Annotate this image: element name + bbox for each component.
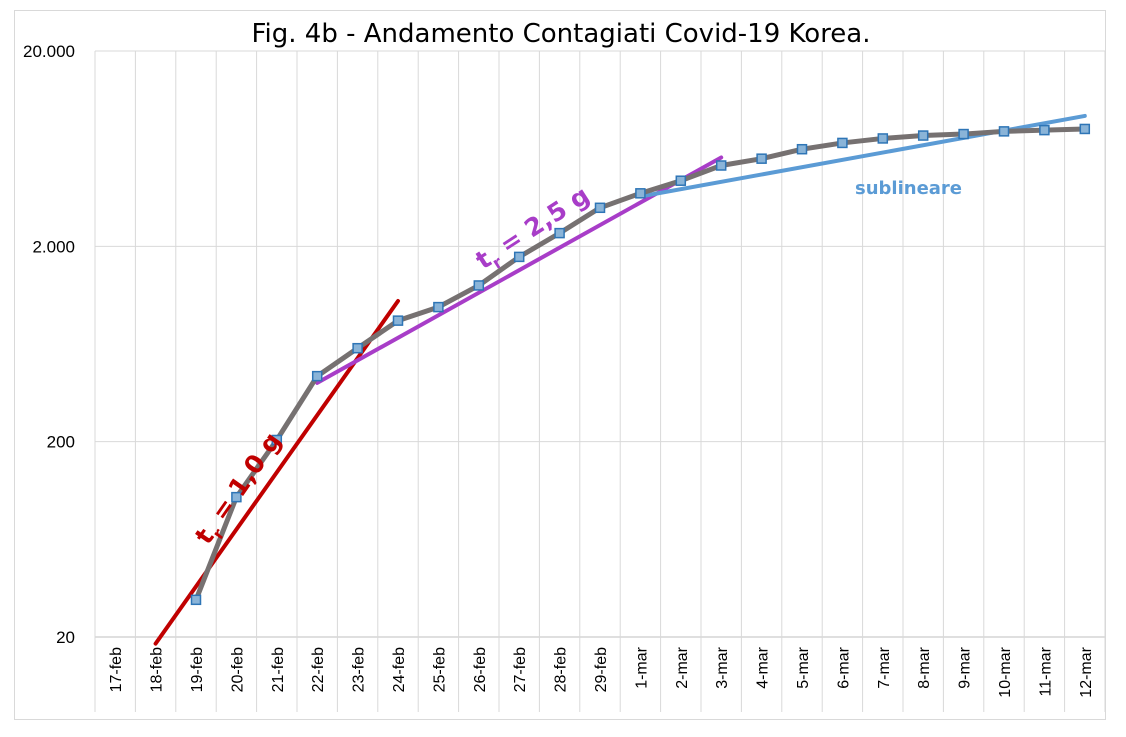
data-point — [796, 143, 808, 155]
x-tick-label: 25-feb — [431, 647, 448, 692]
data-point — [231, 491, 242, 503]
x-tick-label: 20-feb — [229, 647, 246, 692]
data-point — [877, 133, 889, 144]
x-tick-label: 2-mar — [674, 646, 691, 688]
data-point — [1079, 123, 1091, 135]
y-tick-label: 2.000 — [32, 237, 75, 256]
y-tick-label: 200 — [47, 433, 75, 452]
data-point — [917, 130, 929, 141]
data-point — [271, 434, 283, 446]
data-point — [998, 126, 1010, 137]
x-tick-label: 5-mar — [795, 646, 812, 688]
x-tick-label: 12-mar — [1078, 646, 1095, 697]
annotation-blue: sublineare — [855, 178, 962, 199]
x-tick-label: 3-mar — [714, 646, 731, 688]
data-point — [392, 315, 404, 326]
y-tick-label: 20.000 — [23, 42, 75, 61]
x-tick-label: 9-mar — [957, 646, 974, 688]
x-tick-label: 27-feb — [512, 647, 529, 692]
data-point — [473, 280, 485, 291]
x-tick-label: 24-feb — [391, 647, 408, 692]
x-tick-label: 7-mar — [876, 646, 893, 688]
x-tick-label: 6-mar — [835, 646, 852, 688]
data-point — [635, 188, 646, 199]
data-point — [837, 137, 848, 149]
data-point — [594, 202, 606, 214]
x-tick-label: 22-feb — [310, 647, 327, 692]
x-tick-label: 4-mar — [755, 646, 772, 688]
data-point — [311, 370, 323, 382]
data-point — [513, 251, 525, 263]
x-tick-label: 1-mar — [633, 646, 650, 688]
data-point — [675, 175, 687, 186]
axes: 20 200 2.000 20.000 17-feb 18-feb 19-feb 20-feb… — [23, 42, 1095, 698]
x-tick-label: 29-feb — [593, 647, 610, 692]
annotation-purple: tr = 2,5 g — [470, 180, 597, 279]
data-point — [756, 153, 767, 164]
data-point — [1039, 124, 1050, 136]
y-tick-label: 20 — [56, 628, 75, 647]
data-point — [190, 594, 202, 606]
x-tick-label: 17-feb — [108, 647, 125, 692]
grid — [94, 50, 1106, 712]
chart-title: Fig. 4b - Andamento Contagiati Covid-19 … — [251, 19, 870, 49]
x-tick-label: 19-feb — [189, 647, 206, 692]
data-point — [352, 342, 363, 354]
data-point — [958, 128, 969, 140]
x-tick-label: 10-mar — [997, 646, 1014, 697]
x-tick-label: 28-feb — [553, 647, 570, 692]
x-tick-label: 11-mar — [1037, 646, 1054, 696]
series-line — [193, 126, 1085, 601]
x-tick-label: 21-feb — [270, 647, 287, 692]
x-tick-label: 23-feb — [351, 647, 368, 692]
series-layer — [190, 123, 1091, 606]
x-tick-label: 18-feb — [149, 647, 166, 692]
data-point — [433, 301, 444, 313]
x-tick-label: 26-feb — [472, 647, 489, 692]
data-point — [715, 160, 727, 171]
data-point — [554, 227, 565, 239]
x-tick-label: 8-mar — [916, 646, 933, 688]
annotation-red: tr = 1,0 g — [189, 427, 291, 552]
